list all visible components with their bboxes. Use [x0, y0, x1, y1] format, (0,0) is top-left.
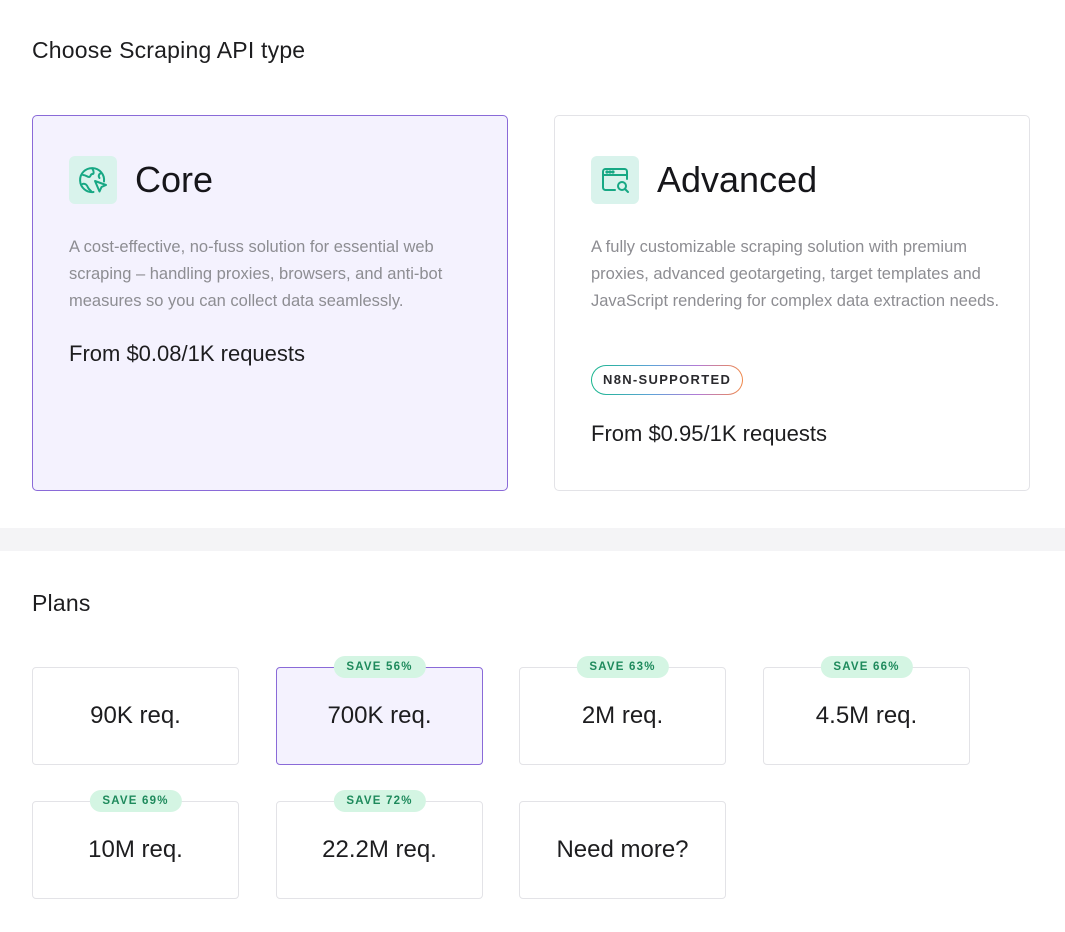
- api-type-heading: Choose Scraping API type: [32, 37, 306, 63]
- plan-label: 90K req.: [90, 702, 181, 729]
- api-card-description: A fully customizable scraping solution w…: [591, 238, 1000, 310]
- plan-label: 22.2M req.: [322, 836, 437, 863]
- save-badge: SAVE 69%: [89, 790, 182, 812]
- api-card-price: From $0.95/1K requests: [591, 421, 828, 446]
- plan-card-10m[interactable]: SAVE 69% 10M req.: [32, 790, 239, 899]
- section-divider: [0, 528, 1065, 551]
- api-card-price: From $0.08/1K requests: [69, 341, 306, 366]
- save-badge: SAVE 56%: [333, 656, 426, 678]
- save-badge: SAVE 72%: [333, 790, 426, 812]
- plan-card-need-more[interactable]: Need more?: [519, 801, 726, 899]
- save-badge: SAVE 63%: [576, 656, 669, 678]
- plan-label: 4.5M req.: [815, 702, 918, 729]
- plan-card-700k[interactable]: SAVE 56% 700K req.: [276, 656, 483, 765]
- plan-card-4-5m[interactable]: SAVE 66% 4.5M req.: [763, 656, 970, 765]
- api-card-title: Advanced: [657, 159, 818, 200]
- api-card-core[interactable]: Core A cost-effective, no-fuss solution …: [32, 115, 508, 491]
- plan-card-90k[interactable]: 90K req.: [32, 667, 239, 765]
- save-badge: SAVE 66%: [820, 656, 913, 678]
- api-card-advanced[interactable]: Advanced A fully customizable scraping s…: [554, 115, 1030, 491]
- n8n-supported-badge: N8N-SUPPORTED: [591, 365, 743, 395]
- plan-label: 700K req.: [327, 702, 432, 729]
- plans-heading: Plans: [32, 590, 91, 616]
- plan-label: 2M req.: [581, 702, 664, 729]
- globe-cursor-icon: [69, 156, 117, 204]
- plan-card-22-2m[interactable]: SAVE 72% 22.2M req.: [276, 790, 483, 899]
- plan-card-2m[interactable]: SAVE 63% 2M req.: [519, 656, 726, 765]
- api-card-title: Core: [135, 159, 214, 200]
- plan-label: Need more?: [556, 836, 689, 863]
- api-card-description: A cost-effective, no-fuss solution for e…: [69, 238, 443, 310]
- plan-label: 10M req.: [88, 836, 183, 863]
- browser-search-icon: [591, 156, 639, 204]
